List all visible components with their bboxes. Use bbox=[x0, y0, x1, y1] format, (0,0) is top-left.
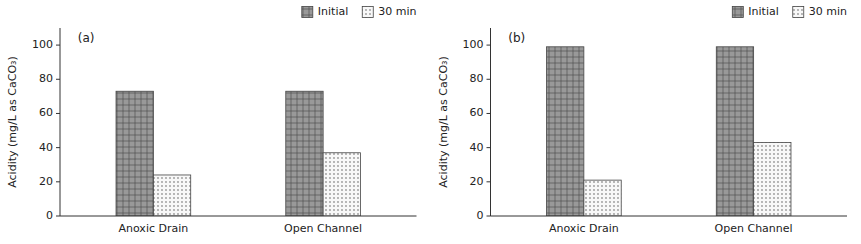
y-tick bbox=[56, 216, 60, 217]
y-tick-label: 80 bbox=[39, 72, 53, 85]
panel-label: (a) bbox=[78, 31, 95, 45]
legend-swatch bbox=[793, 7, 804, 18]
x-axis-line bbox=[491, 216, 848, 217]
y-axis-line bbox=[60, 28, 61, 216]
y-tick bbox=[487, 113, 491, 114]
panel-label: (b) bbox=[508, 31, 525, 45]
y-tick-label: 20 bbox=[470, 175, 484, 188]
y-tick bbox=[56, 147, 60, 148]
bars bbox=[547, 47, 791, 216]
y-tick-label: 80 bbox=[470, 72, 484, 85]
bar bbox=[754, 143, 791, 216]
legend-label: Initial bbox=[318, 5, 348, 18]
bar bbox=[153, 175, 190, 216]
legend: Initial 30 min bbox=[302, 5, 417, 18]
y-tick bbox=[56, 79, 60, 80]
bar bbox=[286, 91, 323, 216]
y-tick-label: 40 bbox=[470, 141, 484, 154]
bar bbox=[323, 153, 360, 216]
legend: Initial 30 min bbox=[732, 5, 847, 18]
y-tick-label: 60 bbox=[470, 106, 484, 119]
legend-swatch bbox=[362, 7, 373, 18]
legend-label: 30 min bbox=[809, 5, 847, 18]
y-tick bbox=[487, 45, 491, 46]
y-tick-label: 100 bbox=[32, 38, 53, 51]
panel: 0 20 40 60 80 100 Anoxic Drain Open Channel Acid… bbox=[437, 5, 848, 235]
y-tick-label: 0 bbox=[46, 209, 53, 222]
y-axis-label: Acidity (mg/L as CaCO₃) bbox=[437, 56, 450, 188]
y-tick bbox=[56, 113, 60, 114]
x-axis-line bbox=[60, 216, 417, 217]
bar bbox=[547, 47, 584, 216]
y-tick-label: 40 bbox=[39, 141, 53, 154]
y-axis-label: Acidity (mg/L as CaCO₃) bbox=[6, 56, 19, 188]
y-tick bbox=[487, 147, 491, 148]
y-tick bbox=[487, 216, 491, 217]
legend-swatch bbox=[732, 7, 743, 18]
bars bbox=[116, 91, 360, 216]
legend-label: 30 min bbox=[378, 5, 416, 18]
y-axis-line bbox=[490, 28, 491, 216]
x-tick-label: Anoxic Drain bbox=[549, 222, 619, 235]
y-tick bbox=[487, 181, 491, 182]
legend-swatch bbox=[302, 7, 313, 18]
y-tick-label: 20 bbox=[39, 175, 53, 188]
y-tick-label: 60 bbox=[39, 106, 53, 119]
y-tick-label: 0 bbox=[477, 209, 484, 222]
x-tick-label: Open Channel bbox=[715, 222, 793, 235]
x-tick-label: Anoxic Drain bbox=[118, 222, 188, 235]
x-tick-label: Open Channel bbox=[284, 222, 362, 235]
bar bbox=[116, 91, 153, 216]
panel: 0 20 40 60 80 100 Anoxic Drain Open Channel Acid… bbox=[6, 5, 417, 235]
chart-root: 0 20 40 60 80 100 Anoxic Drain Open Channel Acid… bbox=[0, 0, 861, 244]
y-tick bbox=[56, 181, 60, 182]
bar bbox=[716, 47, 753, 216]
legend-label: Initial bbox=[748, 5, 778, 18]
y-tick bbox=[56, 45, 60, 46]
y-tick bbox=[487, 79, 491, 80]
y-tick-label: 100 bbox=[463, 38, 484, 51]
bar bbox=[584, 180, 621, 216]
